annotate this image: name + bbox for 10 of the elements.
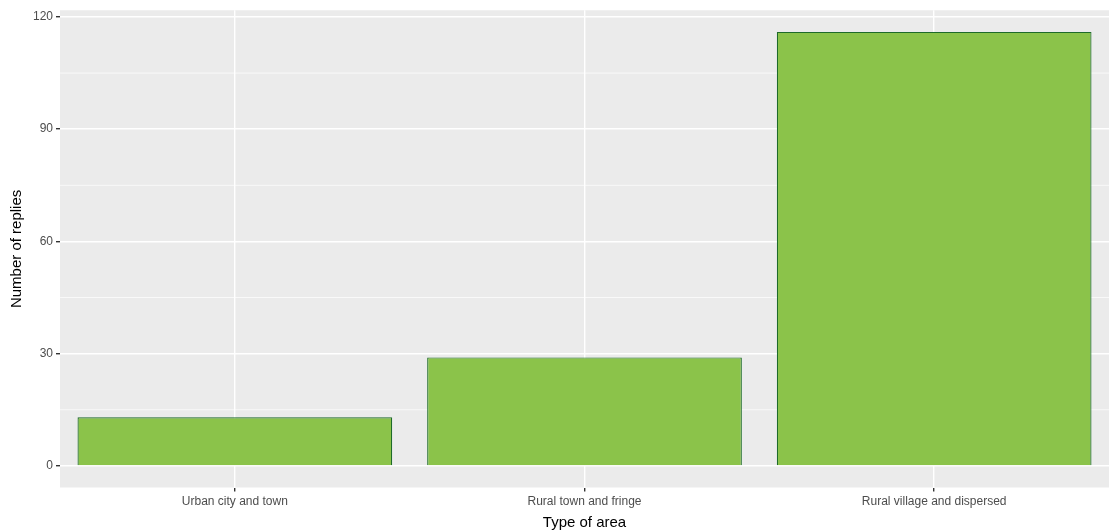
y-tick-label: 30 bbox=[39, 345, 54, 360]
x-tick-label: Rural town and fringe bbox=[527, 494, 642, 509]
x-tick-label: Urban city and town bbox=[181, 494, 288, 509]
y-tick-label: 120 bbox=[32, 9, 54, 24]
x-tick-label: Rural village and dispersed bbox=[861, 494, 1007, 509]
y-axis-title: Number of replies bbox=[7, 189, 25, 309]
x-axis-title: Type of area bbox=[542, 513, 627, 531]
y-tick-label: 0 bbox=[46, 458, 54, 473]
y-tick-label: 60 bbox=[39, 233, 54, 248]
y-tick-label: 90 bbox=[39, 121, 54, 136]
